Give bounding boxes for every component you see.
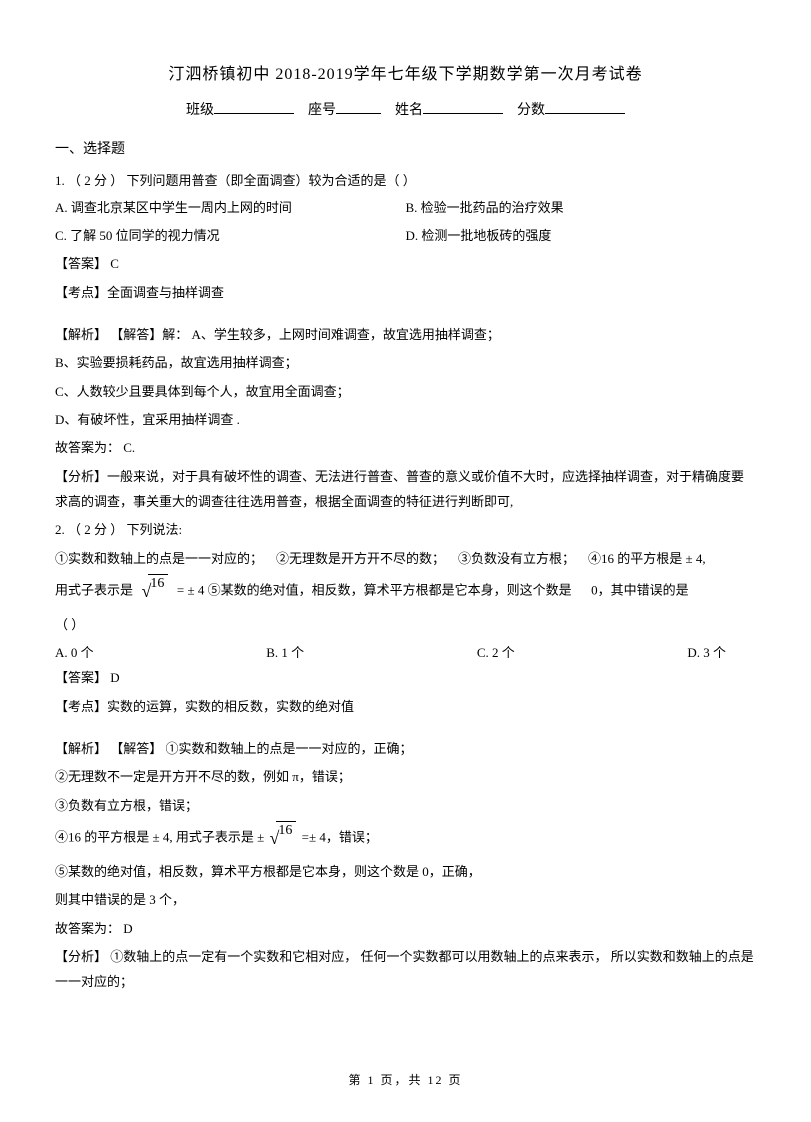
q2-jiexi3: ③负数有立方根，错误； — [55, 793, 756, 818]
q1-option-b: B. 检验一批药品的治疗效果 — [406, 196, 757, 221]
q1-jiexi: 【解析】 【解答】解： A、学生较多，上网时间难调查，故宜选用抽样调查； — [55, 322, 756, 347]
q2-jiexi1: ①实数和数轴上的点是一一对应的，正确； — [166, 741, 413, 756]
q2-s2: ②无理数是开方开不尽的数； — [276, 551, 445, 566]
q1-jiexi-c: C、人数较少且要具体到每个人，故宜用全面调查； — [55, 379, 756, 404]
page-title: 汀泗桥镇初中 2018-2019学年七年级下学期数学第一次月考试卷 — [55, 60, 756, 90]
q1-gudaan: 故答案为： C. — [55, 435, 756, 460]
q2-s3: ③负数没有立方根； — [458, 551, 575, 566]
seat-label: 座号 — [308, 103, 336, 118]
sqrt-value: 16 — [276, 821, 296, 840]
q1-jiexi-d: D、有破坏性，宜采用抽样调查 . — [55, 407, 756, 432]
q2-paren: （ ） — [55, 612, 756, 637]
q2-jiexi4b: =± 4，错误； — [302, 829, 378, 844]
q1-kaodian: 【考点】全面调查与抽样调查 — [55, 280, 756, 305]
q1-jiexi-b: B、实验要损耗药品，故宜选用抽样调查； — [55, 350, 756, 375]
q1-option-c: C. 了解 50 位同学的视力情况 — [55, 224, 406, 249]
page-footer: 第 1 页，共 12 页 — [0, 1069, 811, 1092]
q1-jiexi-a: A、学生较多，上网时间难调查，故宜选用抽样调查； — [192, 327, 500, 342]
q2-jiexi6: 则其中错误的是 3 个， — [55, 887, 756, 912]
header-fields: 班级 座号 姓名 分数 — [55, 98, 756, 125]
class-blank — [214, 98, 294, 114]
q2-option-c: C. 2 个 — [477, 641, 515, 666]
name-label: 姓名 — [395, 103, 423, 118]
q1-answer: 【答案】 C — [55, 251, 756, 276]
score-label: 分数 — [517, 103, 545, 118]
q1-stem: 1. （ 2 分 ） 下列问题用普查（即全面调查）较为合适的是（ ） — [55, 168, 756, 193]
section-title: 一、选择题 — [55, 137, 756, 164]
q2-s4c: = ± 4 ⑤某数的绝对值，相反数，算术平方根都是它本身，则这个数是 — [177, 583, 572, 598]
q2-option-a: A. 0 个 — [55, 641, 94, 666]
q1-option-a: A. 调查北京某区中学生一周内上网的时间 — [55, 196, 406, 221]
q2-jiexi4a: ④16 的平方根是 ± 4, 用式子表示是 ± — [55, 829, 264, 844]
q1-jiexi-label: 【解析】 【解答】解： — [55, 327, 188, 342]
sqrt-icon: √16 — [270, 821, 297, 856]
q1-option-d: D. 检测一批地板砖的强度 — [406, 224, 757, 249]
q1-fenxi: 【分析】一般来说，对于具有破坏性的调查、无法进行普查、普查的意义或价值不大时，应… — [55, 464, 756, 515]
q2-s4d: 0，其中错误的是 — [591, 583, 689, 598]
q2-jiexi4-line: ④16 的平方根是 ± 4, 用式子表示是 ± √16 =± 4，错误； — [55, 821, 756, 856]
q2-kaodian: 【考点】实数的运算，实数的相反数，实数的绝对值 — [55, 694, 756, 719]
seat-blank — [336, 98, 381, 114]
name-blank — [423, 98, 503, 114]
q2-s1: ①实数和数轴上的点是一一对应的； — [55, 551, 263, 566]
q2-option-b: B. 1 个 — [266, 641, 304, 666]
q2-gudaan: 故答案为： D — [55, 916, 756, 941]
q2-statements: ①实数和数轴上的点是一一对应的； ②无理数是开方开不尽的数； ③负数没有立方根；… — [55, 546, 756, 571]
q1-options-row2: C. 了解 50 位同学的视力情况 D. 检测一批地板砖的强度 — [55, 224, 756, 249]
sqrt-value: 16 — [148, 574, 168, 593]
q2-s4a: ④16 的平方根是 ± 4, — [588, 551, 706, 566]
q2-option-d: D. 3 个 — [687, 641, 726, 666]
class-label: 班级 — [186, 103, 214, 118]
q2-answer: 【答案】 D — [55, 665, 756, 690]
q2-fenxi: 【分析】 ①数轴上的点一定有一个实数和它相对应， 任何一个实数都可以用数轴上的点… — [55, 944, 756, 995]
score-blank — [545, 98, 625, 114]
q2-s4b: 用式子表示是 — [55, 583, 133, 598]
q2-s4-line: 用式子表示是 √16 = ± 4 ⑤某数的绝对值，相反数，算术平方根都是它本身，… — [55, 574, 756, 609]
q2-jiexi2: ②无理数不一定是开方开不尽的数，例如 π，错误； — [55, 764, 756, 789]
q2-stem: 2. （ 2 分 ） 下列说法: — [55, 517, 756, 542]
q1-options-row1: A. 调查北京某区中学生一周内上网的时间 B. 检验一批药品的治疗效果 — [55, 196, 756, 221]
q2-jiexi-label: 【解析】 【解答】 — [55, 741, 162, 756]
q2-jiexi1-line: 【解析】 【解答】 ①实数和数轴上的点是一一对应的，正确； — [55, 736, 756, 761]
sqrt-icon: √16 — [142, 574, 169, 609]
q2-jiexi5: ⑤某数的绝对值，相反数，算术平方根都是它本身，则这个数是 0，正确， — [55, 859, 756, 884]
q2-options: A. 0 个 B. 1 个 C. 2 个 D. 3 个 — [55, 641, 756, 666]
